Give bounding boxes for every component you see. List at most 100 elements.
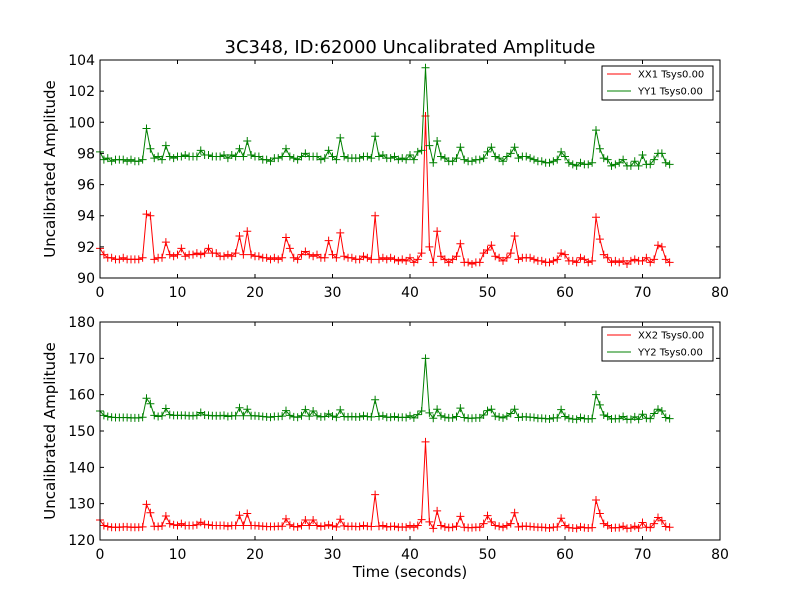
top-y-axis-label: Uncalibrated Amplitude	[41, 80, 59, 257]
top-yy1-point	[611, 160, 620, 169]
top-yy1-point	[576, 158, 585, 167]
bottom-xx2-point	[154, 522, 163, 531]
top-xx1-point	[561, 250, 569, 259]
top-yy1-point	[127, 155, 135, 164]
top-yy1-point	[192, 152, 201, 161]
bottom-x-tick-label: 40	[401, 547, 419, 563]
top-xx1-point	[107, 253, 116, 262]
top-xx1-point	[332, 253, 341, 262]
bottom-ticks-layer: 0 10 20 30 40 50 60 70 80 120 130 140 150 160 170 180	[68, 315, 729, 563]
top-xx1-point	[537, 256, 546, 265]
bottom-yy2-point	[367, 412, 376, 421]
bottom-yy2-point	[282, 406, 290, 415]
bottom-xx2-point	[650, 519, 659, 528]
top-x-tick-label: 80	[711, 285, 729, 301]
bottom-xx2-point	[510, 508, 519, 517]
top-xx1-point	[161, 238, 170, 247]
top-xx1-point	[371, 211, 380, 220]
bottom-yy2-point	[661, 413, 670, 422]
top-xx1-point	[146, 211, 155, 220]
top-yy1-point	[417, 146, 426, 155]
top-yy1-point	[134, 157, 143, 166]
top-xx1-point	[398, 255, 407, 264]
bottom-xx2-point	[239, 521, 248, 530]
top-xx1-point	[452, 252, 461, 261]
top-xx1-point	[270, 253, 279, 262]
top-xx1-point	[375, 255, 383, 264]
bottom-xx2-point	[495, 522, 504, 531]
top-xx1-point	[382, 255, 391, 264]
bottom-yy2-point	[460, 413, 469, 422]
top-xx1-point	[274, 255, 283, 264]
top-xx1-point	[603, 253, 612, 262]
bottom-y-tick-label: 120	[68, 533, 95, 549]
bottom-xx2-point	[285, 520, 294, 529]
top-xx1-point	[192, 249, 201, 258]
bottom-xx2-point	[626, 524, 635, 533]
top-xx1-point	[220, 252, 228, 261]
bottom-yy2-point	[150, 411, 159, 420]
top-yy1-point	[429, 158, 438, 167]
bottom-xx2-point	[99, 521, 108, 530]
top-yy1-point	[316, 155, 325, 164]
bottom-yy2-point	[235, 403, 244, 412]
bottom-y-axis-label: Uncalibrated Amplitude	[41, 342, 59, 519]
bottom-xx2-point	[572, 524, 581, 533]
bottom-yy2-point	[301, 405, 310, 414]
bottom-yy2-point	[592, 390, 600, 399]
top-xx1-point	[530, 255, 538, 264]
top-xx1-point	[285, 244, 294, 253]
bottom-yy2-point	[491, 412, 500, 421]
bottom-xx2-point	[282, 514, 290, 523]
top-xx1-point	[557, 249, 566, 258]
top-yy1-point	[661, 158, 670, 167]
top-yy1-point	[657, 149, 666, 158]
top-yy1-point	[526, 154, 535, 163]
bottom-legend-label-yy2: YY2 Tsys0.00	[637, 348, 703, 359]
top-x-tick-label: 30	[324, 285, 342, 301]
bottom-xx2-point	[324, 520, 333, 529]
top-yy1-point	[165, 152, 174, 161]
top-yy1-point	[499, 157, 507, 166]
top-legend-box	[601, 65, 714, 101]
bottom-xx2-point	[429, 524, 438, 533]
top-xx1-point	[320, 253, 329, 262]
bottom-yy2-point	[599, 411, 608, 420]
bottom-yy2-point	[402, 413, 411, 422]
bottom-xx2-point	[448, 523, 457, 532]
bottom-y-tick-label: 160	[68, 388, 95, 404]
top-ticks-layer: 0 10 20 30 40 50 60 70 80 90 92 94 96 98 100 102 104	[68, 53, 729, 301]
bottom-yy2-point	[336, 405, 345, 414]
top-yy1-point	[320, 154, 329, 163]
top-xx1-point	[650, 255, 659, 264]
bottom-x-tick-label: 80	[711, 547, 729, 563]
bottom-xx2-point	[293, 522, 302, 531]
bottom-yy2-point	[495, 412, 504, 421]
bottom-xx2-point	[146, 508, 155, 517]
bottom-yy2-point	[142, 394, 151, 403]
top-yy1-point	[119, 155, 128, 164]
bottom-yy2-point	[557, 405, 566, 414]
bottom-xx2-point	[491, 521, 500, 530]
bottom-yy2-point	[99, 411, 108, 420]
top-yy1-point	[324, 146, 333, 155]
bottom-xx2-point	[204, 520, 213, 529]
bottom-xx2-point	[278, 522, 287, 531]
bottom-xx2-point	[615, 523, 624, 532]
bottom-xx2-point	[599, 519, 608, 528]
top-xx1-point	[134, 255, 143, 264]
top-yy1-point	[638, 150, 647, 159]
bottom-yy2-point	[553, 413, 562, 422]
top-yy1-point	[619, 155, 628, 164]
top-xx1-point	[572, 258, 581, 267]
bottom-xx2-point	[142, 500, 151, 509]
bottom-yy2-point	[452, 412, 461, 421]
bottom-xx2-point	[421, 437, 430, 446]
bottom-xx2-point	[309, 516, 318, 525]
top-panel: 3C348, ID:62000 Uncalibrated Amplitude U…	[41, 37, 729, 301]
bottom-yy2-point	[429, 414, 438, 423]
top-yy1-point	[150, 154, 159, 163]
bottom-xx2-point	[243, 509, 252, 518]
top-xx1-point	[239, 250, 248, 259]
